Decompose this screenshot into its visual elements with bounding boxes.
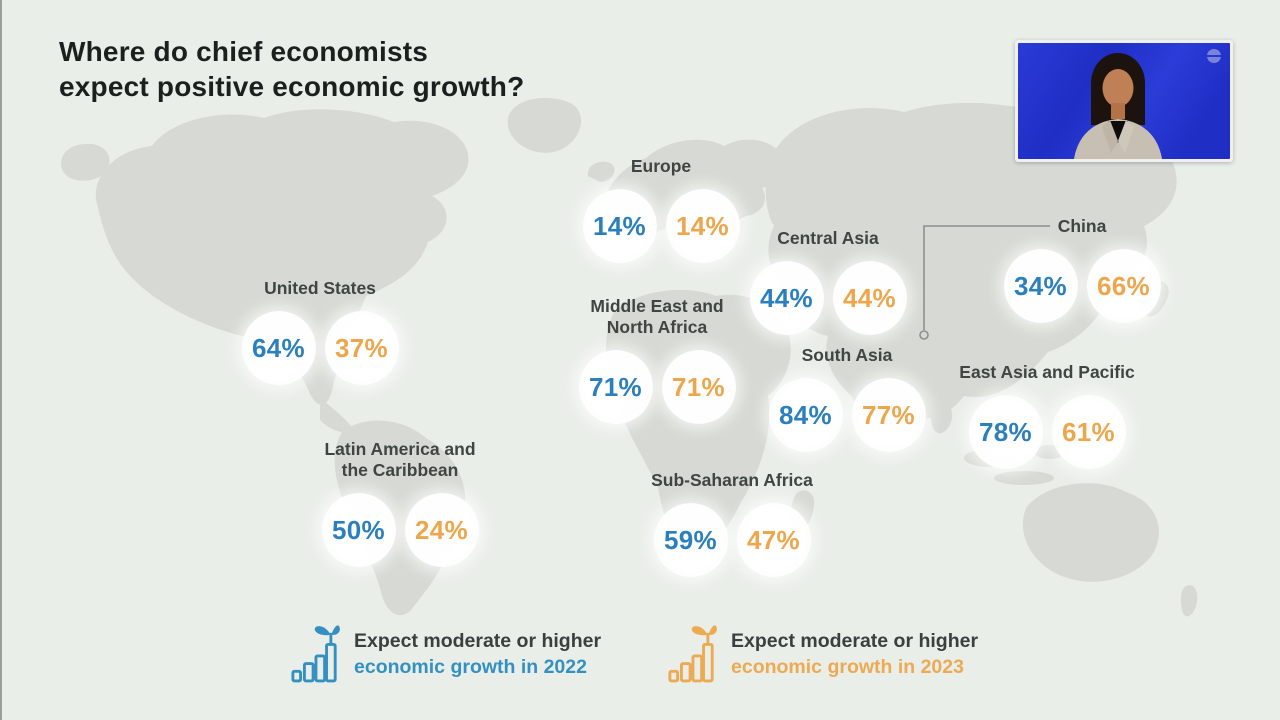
- legend-item-2023: Expect moderate or higher economic growt…: [667, 622, 978, 686]
- legend-text-2023: Expect moderate or higher economic growt…: [731, 628, 978, 680]
- region-label: China: [1057, 216, 1107, 236]
- legend-item-2022: Expect moderate or higher economic growt…: [290, 622, 601, 686]
- map-british-isles: [587, 161, 615, 182]
- legend-line2: economic growth in 2022: [354, 656, 587, 678]
- page-title-line1: Where do chief economists: [59, 36, 429, 67]
- value-2023: 44%: [843, 282, 896, 313]
- bubble-2022: 71%: [578, 350, 653, 424]
- value-2022: 44%: [760, 282, 813, 313]
- bubble-2023: 66%: [1086, 249, 1161, 323]
- map-java: [994, 471, 1054, 485]
- region-united-states: United States 64% 37%: [235, 278, 405, 385]
- legend-text-2022: Expect moderate or higher economic growt…: [354, 628, 601, 680]
- bubble-2023: 44%: [832, 261, 907, 335]
- value-2022: 84%: [779, 399, 832, 430]
- page-title-line2: expect positive economic growth?: [59, 71, 525, 102]
- bubble-2022: 64%: [241, 311, 316, 385]
- bubble-2023: 14%: [665, 189, 740, 263]
- value-2022: 59%: [664, 524, 717, 555]
- value-2023: 14%: [676, 210, 729, 241]
- bubble-2022: 14%: [582, 189, 657, 263]
- region-label: East Asia and Pacific: [959, 362, 1135, 382]
- growth-sprout-bar-chart-icon: [668, 625, 717, 683]
- bubble-2022: 44%: [749, 261, 824, 335]
- region-label: Central Asia: [777, 228, 879, 248]
- map-north-america: [95, 109, 469, 405]
- bubble-2023: 61%: [1051, 395, 1126, 469]
- presenter-silhouette: [1074, 53, 1162, 159]
- map-alaska: [61, 143, 110, 181]
- region-middle-east-north-africa: Middle East and North Africa 71% 71%: [572, 296, 742, 424]
- region-label: Latin America and the Caribbean: [324, 439, 476, 480]
- bubble-2022: 78%: [968, 395, 1043, 469]
- growth-sprout-bar-chart-icon: [291, 625, 340, 683]
- region-sub-saharan-africa: Sub-Saharan Africa 59% 47%: [647, 470, 817, 577]
- value-2022: 50%: [332, 514, 385, 545]
- value-2023: 47%: [747, 524, 800, 555]
- legend-line1: Expect moderate or higher: [354, 630, 602, 652]
- region-latin-america: Latin America and the Caribbean 50% 24%: [315, 439, 485, 567]
- region-central-asia: Central Asia 44% 44%: [743, 228, 913, 335]
- map-new-zealand: [1180, 585, 1198, 617]
- presenter-video-frame: [1018, 43, 1230, 159]
- region-label: Sub-Saharan Africa: [651, 470, 813, 490]
- map-malay-peninsula: [931, 404, 953, 434]
- bubble-2023: 37%: [324, 311, 399, 385]
- region-label: United States: [264, 278, 376, 298]
- value-2023: 66%: [1097, 270, 1150, 301]
- region-east-asia-pacific: East Asia and Pacific 78% 61%: [947, 362, 1147, 469]
- region-europe: Europe 14% 14%: [576, 156, 746, 263]
- region-label: Europe: [630, 156, 692, 176]
- value-2022: 71%: [589, 371, 642, 402]
- value-2023: 77%: [862, 399, 915, 430]
- region-south-asia: South Asia 84% 77%: [762, 345, 932, 452]
- value-2023: 37%: [335, 332, 388, 363]
- broadcaster-logo-icon: [1207, 49, 1221, 63]
- value-2022: 64%: [252, 332, 305, 363]
- region-label: South Asia: [801, 345, 893, 365]
- bubble-2022: 34%: [1003, 249, 1078, 323]
- map-greenland: [507, 97, 582, 153]
- value-2023: 24%: [415, 514, 468, 545]
- bubble-2022: 84%: [768, 378, 843, 452]
- value-2023: 61%: [1062, 416, 1115, 447]
- bubble-2022: 59%: [653, 503, 728, 577]
- bubble-2023: 24%: [404, 493, 479, 567]
- value-2023: 71%: [672, 371, 725, 402]
- map-australia: [1022, 483, 1159, 582]
- bubble-2022: 50%: [321, 493, 396, 567]
- legend-line2: economic growth in 2023: [731, 656, 964, 678]
- page-title: Where do chief economists expect positiv…: [59, 34, 524, 104]
- region-label: Middle East and North Africa: [590, 296, 724, 337]
- value-2022: 34%: [1014, 270, 1067, 301]
- value-2022: 14%: [593, 210, 646, 241]
- bubble-2023: 47%: [736, 503, 811, 577]
- map-central-america: [320, 398, 354, 433]
- bubble-2023: 77%: [851, 378, 926, 452]
- bubble-2023: 71%: [661, 350, 736, 424]
- map-south-america: [334, 420, 466, 616]
- presenter-video-inset[interactable]: [1015, 40, 1233, 162]
- value-2022: 78%: [979, 416, 1032, 447]
- legend-line1: Expect moderate or higher: [731, 630, 979, 652]
- region-china: China 34% 66%: [997, 216, 1167, 323]
